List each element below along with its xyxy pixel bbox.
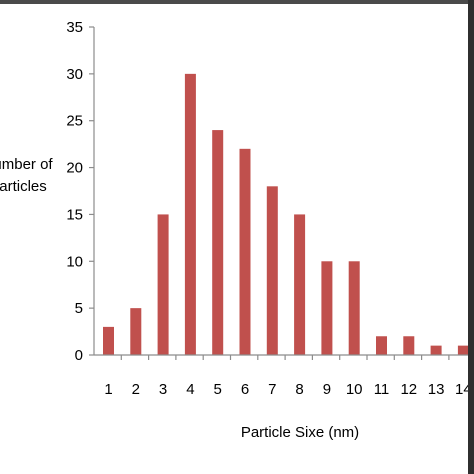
bar-1	[103, 326, 114, 355]
y-tick-label: 30	[66, 66, 83, 83]
x-tick-label: 1	[104, 381, 112, 398]
bar-11	[376, 336, 387, 355]
y-tick-label: 5	[75, 300, 83, 317]
top-border	[0, 0, 474, 4]
y-axis-ticks: 0 5 10 15 20 25 30 35	[66, 19, 94, 364]
x-tick-label: 3	[159, 381, 167, 398]
bar-13	[430, 345, 442, 355]
y-tick-label: 15	[66, 206, 83, 223]
y-tick-label: 10	[66, 253, 83, 270]
y-axis-title-line1: umber of	[0, 156, 53, 173]
x-tick-label: 14	[455, 381, 472, 398]
bar-10	[348, 261, 360, 355]
bar-3	[157, 214, 169, 355]
bar-4	[184, 73, 196, 355]
x-tick-label: 7	[268, 381, 276, 398]
x-tick-label: 12	[400, 381, 417, 398]
bar-9	[321, 261, 333, 355]
y-tick-label: 0	[75, 347, 83, 364]
bar-5	[212, 130, 224, 355]
bar-2	[130, 308, 142, 355]
x-axis-ticks: 1 2 3 4 5 6 7 8 9 10 11 12 13 14	[104, 355, 472, 398]
right-border	[468, 0, 474, 474]
x-tick-label: 13	[428, 381, 445, 398]
x-tick-label: 9	[323, 381, 331, 398]
x-tick-label: 8	[295, 381, 303, 398]
x-tick-label: 11	[374, 381, 390, 398]
bar-series	[103, 73, 469, 355]
y-axis-title-line2: articles	[0, 178, 47, 195]
x-tick-label: 6	[241, 381, 249, 398]
x-tick-label: 2	[132, 381, 140, 398]
x-tick-label: 4	[186, 381, 194, 398]
bar-14	[457, 345, 469, 355]
bar-6	[239, 148, 251, 355]
y-tick-label: 20	[66, 160, 83, 177]
bar-8	[294, 214, 306, 355]
x-tick-label: 5	[214, 381, 222, 398]
y-axis-title: umber of articles	[0, 154, 78, 198]
x-tick-label: 10	[346, 381, 363, 398]
y-tick-label: 25	[66, 113, 83, 130]
x-axis-title: Particle Sixe (nm)	[240, 424, 360, 441]
bar-7	[266, 186, 278, 355]
bar-12	[403, 336, 415, 355]
y-tick-label: 35	[66, 19, 83, 36]
